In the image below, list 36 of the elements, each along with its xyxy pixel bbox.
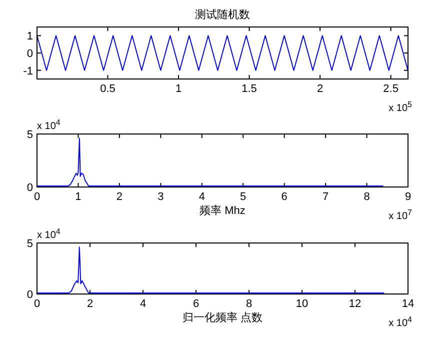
x-tick-label: 10 <box>296 298 308 310</box>
y-tick-label: -1 <box>23 65 33 78</box>
y-tick-label: 0 <box>26 182 33 194</box>
y-tick-label: 1 <box>26 30 33 43</box>
x-tick-label: 1.5 <box>242 83 257 95</box>
x-tick-label: 0.5 <box>100 83 116 95</box>
y-tick-label: 5 <box>26 238 33 250</box>
x-tick-label: 4 <box>198 191 205 203</box>
x-tick-label: 1 <box>175 83 182 95</box>
text: x 10$^{7}$ <box>388 208 413 222</box>
text: x 10$^{4}$ <box>37 118 61 132</box>
text: x 10$^{4}$ <box>388 314 413 329</box>
x-tick-label: 8 <box>246 298 252 310</box>
x-tick-label: 9 <box>404 191 412 203</box>
x-tick-label: 4 <box>140 298 146 310</box>
chart-title: 测试随机数 <box>195 8 250 21</box>
y-tick-label: 0 <box>26 48 33 60</box>
x-tick-label: 7 <box>322 191 329 203</box>
x-tick-label: 5 <box>240 191 246 203</box>
x-tick-label: 12 <box>348 298 362 310</box>
x-tick-label: 2 <box>116 191 123 203</box>
y-tick-label: 0 <box>26 289 33 301</box>
x-tick-label: 3 <box>158 191 164 203</box>
x-axis-title: 频率 Mhz <box>200 204 246 217</box>
text: x 10$^{5}$ <box>388 100 413 114</box>
x-axis-title: 归一化频率 点数 <box>182 311 263 324</box>
x-tick-label: 6 <box>281 191 288 203</box>
x-tick-label: 2 <box>86 298 94 310</box>
x-tick-label: 1 <box>75 191 82 203</box>
x-tick-label: 2.5 <box>383 83 398 95</box>
x-tick-label: 6 <box>192 298 200 310</box>
y-tick-label: 5 <box>26 129 33 141</box>
x-tick-label: 2 <box>316 83 324 95</box>
text: x 10$^{4}$ <box>37 226 61 241</box>
x-tick-label: 8 <box>364 191 370 203</box>
x-tick-label: 14 <box>402 298 414 310</box>
